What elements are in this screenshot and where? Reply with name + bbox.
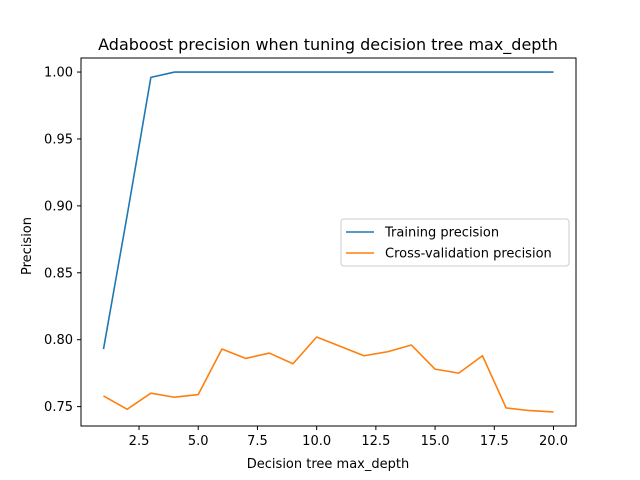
y-tick-label: 0.85	[44, 266, 73, 281]
y-tick-label: 0.90	[44, 199, 73, 214]
y-axis-label: Precision	[20, 217, 35, 275]
legend-label: Training precision	[384, 226, 499, 241]
y-axis: 0.75 0.80 0.85 0.90 0.95 1.00	[44, 66, 81, 415]
x-tick-label: 17.5	[480, 434, 509, 449]
y-tick-label: 0.75	[44, 400, 73, 415]
legend: Training precision Cross-validation preci…	[340, 218, 570, 267]
x-tick-label: 5.0	[188, 434, 209, 449]
x-tick-label: 20.0	[539, 434, 568, 449]
x-axis-label: Decision tree max_depth	[247, 457, 409, 472]
chart-title: Adaboost precision when tuning decision …	[98, 35, 558, 55]
y-tick-label: 0.95	[44, 132, 73, 147]
x-tick-label: 7.5	[247, 434, 268, 449]
axes-frame	[80, 57, 577, 427]
series-line-training	[102, 71, 554, 350]
legend-label: Cross-validation precision	[385, 247, 552, 262]
x-tick-label: 12.5	[361, 434, 390, 449]
x-tick-label: 10.0	[302, 434, 331, 449]
x-axis: 2.5 5.0 7.5 10.0 12.5 15.0 17.5 20.0	[129, 426, 568, 449]
series-layer	[102, 71, 554, 413]
legend-box	[340, 218, 570, 267]
x-tick-label: 2.5	[129, 434, 150, 449]
series-line-cross-validation	[103, 336, 554, 413]
y-tick-label: 0.80	[44, 333, 73, 348]
x-tick-label: 15.0	[421, 434, 450, 449]
y-tick-label: 1.00	[44, 66, 73, 81]
